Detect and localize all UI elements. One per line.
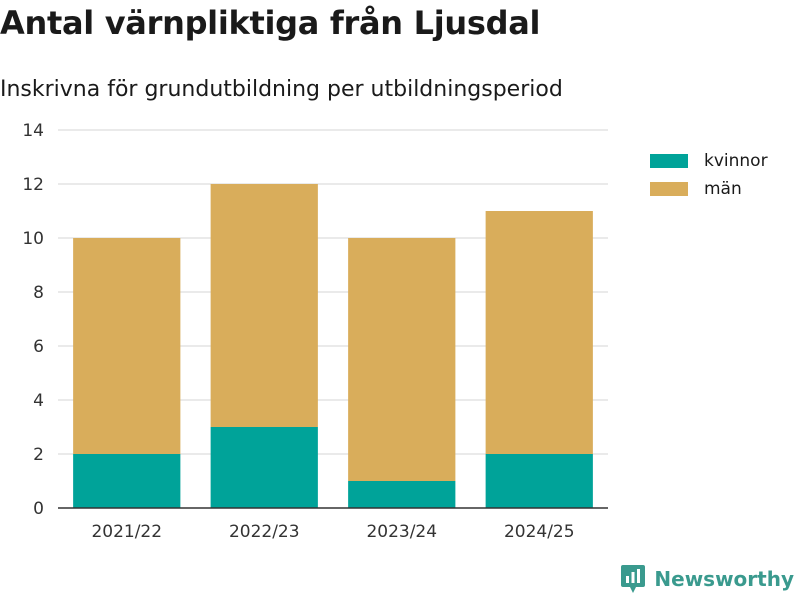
y-tick-label: 2: [33, 445, 44, 465]
chart-title: Antal värnpliktiga från Ljusdal: [0, 4, 541, 42]
y-tick-label: 12: [22, 175, 44, 195]
bar-kvinnor-2023/24: [348, 481, 456, 508]
y-tick-label: 4: [33, 391, 44, 411]
x-tick-label: 2024/25: [504, 522, 575, 542]
y-tick-label: 0: [33, 499, 44, 519]
x-tick-label: 2022/23: [229, 522, 300, 542]
chart-subtitle: Inskrivna för grundutbildning per utbild…: [0, 77, 563, 102]
bars: [73, 184, 593, 508]
brand-logo: Newsworthy: [620, 564, 794, 594]
axes: 0 2 4 6 8 10 12 14 2021/22 2022/23 2023/24 2024/25: [22, 121, 608, 542]
y-tick-label: 6: [33, 337, 44, 357]
legend-swatch-man: [650, 182, 688, 196]
bar-män-2022/23: [210, 184, 318, 427]
legend-swatch-kvinnor: [650, 154, 688, 168]
legend-label-kvinnor: kvinnor: [704, 151, 768, 171]
bar-kvinnor-2024/25: [485, 454, 593, 508]
y-tick-label: 8: [33, 283, 44, 303]
brand-name: Newsworthy: [654, 567, 794, 591]
newsworthy-logo-icon: [621, 565, 646, 593]
y-tick-label: 10: [22, 229, 44, 249]
bar-kvinnor-2022/23: [210, 427, 318, 508]
legend: kvinnor män: [650, 147, 768, 203]
x-tick-label: 2023/24: [366, 522, 437, 542]
legend-item-man: män: [650, 175, 768, 203]
bar-män-2023/24: [348, 238, 456, 481]
bar-män-2024/25: [485, 211, 593, 454]
legend-label-man: män: [704, 179, 742, 199]
x-tick-label: 2021/22: [91, 522, 162, 542]
y-tick-label: 14: [22, 121, 44, 141]
legend-item-kvinnor: kvinnor: [650, 147, 768, 175]
bar-män-2021/22: [73, 238, 181, 454]
bar-kvinnor-2021/22: [73, 454, 181, 508]
